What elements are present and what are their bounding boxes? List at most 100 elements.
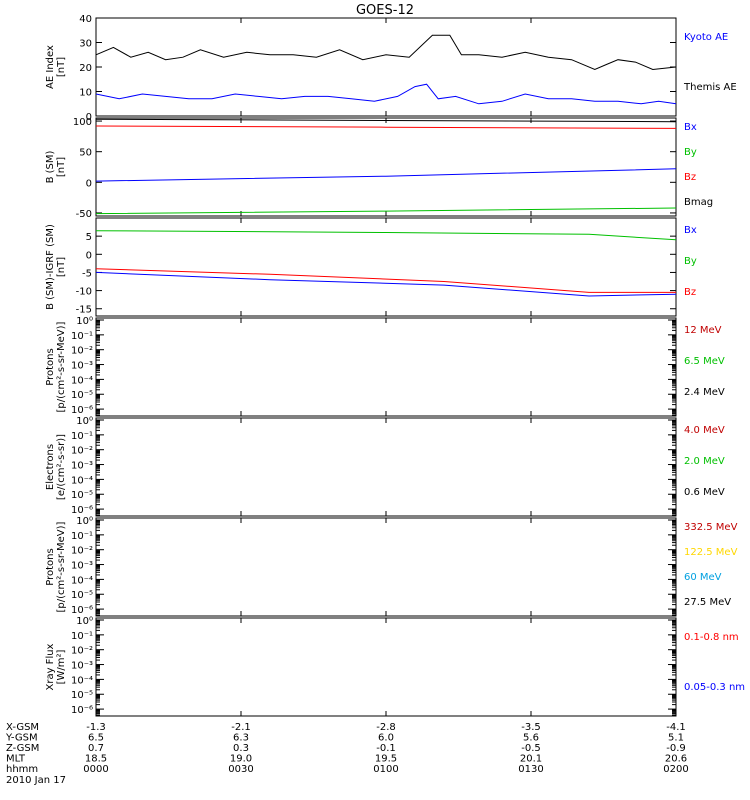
orbit-value: 5.1 [668, 733, 684, 744]
legend-entry: 12 MeV [684, 325, 722, 336]
y-axis-label-line: [e/(cm²-s-sr)] [56, 434, 67, 500]
legend-entry: 6.5 MeV [684, 356, 725, 367]
plot-title: GOES-12 [356, 3, 414, 18]
series-line-4 [95, 207, 677, 215]
legend-entry: 0.1-0.8 nm [684, 632, 739, 643]
y-tick-label: 0 [86, 178, 92, 189]
y-tick-label: 10⁻⁵ [71, 490, 93, 501]
y-axis-label-line: B (SM) [45, 150, 56, 183]
legend-entry: By [684, 147, 697, 158]
orbit-value: 0.7 [88, 743, 104, 754]
y-tick-label: 50 [79, 148, 92, 159]
y-tick-label: 10⁻⁶ [71, 605, 93, 616]
y-axis-label: Protons[p/(cm²-s-sr-MeV)] [45, 321, 67, 412]
y-tick-label: 10⁻² [71, 646, 93, 657]
y-axis-label-line: [nT] [56, 57, 67, 77]
orbit-value: 0200 [663, 764, 688, 775]
legend-entry: 0.05-0.3 nm [684, 682, 745, 693]
panel-2: B (SM)[nT] -50 0 50 100 Bx By Bz Bmag [45, 117, 713, 220]
series-line-3 [95, 271, 677, 297]
y-axis-label: Xray Flux[W/m²] [45, 643, 67, 690]
y-tick-label: 0 [86, 112, 92, 123]
y-tick-label: 10⁻¹ [71, 531, 93, 542]
y-tick-label: -5 [82, 268, 92, 279]
legend-entry: Kyoto AE [684, 32, 728, 43]
orbit-value: 6.3 [233, 733, 249, 744]
y-axis-label-line: B (SM)-IGRF (SM) [45, 224, 56, 310]
y-tick-label: 10⁻⁶ [71, 705, 93, 716]
y-tick-label: 20 [79, 63, 92, 74]
y-axis-label: Electrons[e/(cm²-s-sr)] [45, 434, 67, 500]
y-axis-label-line: Protons [45, 348, 56, 385]
y-tick-label: 10⁻² [71, 546, 93, 557]
y-axis-label-line: [nT] [56, 157, 67, 177]
orbit-value: 20.1 [520, 754, 542, 765]
series-line-2 [95, 268, 676, 293]
orbit-value: 19.5 [375, 754, 397, 765]
legend-entry: 4.0 MeV [684, 425, 725, 436]
y-tick-label: 10⁻³ [71, 661, 93, 672]
orbit-row-label: MLT [6, 754, 26, 765]
orbit-row-label: Z-GSM [6, 743, 39, 754]
orbit-row-label: X-GSM [6, 722, 39, 733]
legend-entry: 2.0 MeV [684, 456, 725, 467]
y-tick-label: 10⁻⁶ [71, 505, 93, 516]
orbit-value: -0.9 [666, 743, 686, 754]
legend-entry: By [684, 256, 697, 267]
orbit-date: 2010 Jan 17 [6, 775, 66, 786]
y-axis-label: B (SM)-IGRF (SM)[nT] [45, 224, 67, 310]
orbit-value: -2.8 [376, 722, 396, 733]
y-tick-label: 10⁰ [76, 616, 93, 627]
orbit-value: -0.1 [376, 743, 396, 754]
legend-entry: 0.6 MeV [684, 487, 725, 498]
orbit-value: 0.3 [233, 743, 249, 754]
orbit-row-label: Y-GSM [5, 733, 38, 744]
y-axis-label-line: AE Index [45, 45, 56, 89]
orbit-value: -1.3 [86, 722, 106, 733]
legend-entry: Bmag [684, 197, 713, 208]
orbit-value: -3.5 [521, 722, 541, 733]
panel-frame [95, 517, 677, 617]
y-tick-label: 10⁻¹ [71, 431, 93, 442]
y-tick-label: 5 [86, 232, 92, 243]
legend-entry: Bz [684, 172, 696, 183]
orbit-value: 20.6 [665, 754, 687, 765]
orbit-value: -2.1 [231, 722, 251, 733]
y-axis-label: Protons[p/(cm²-s-sr-MeV)] [45, 521, 67, 612]
panel-frame [95, 417, 677, 517]
panel-frame [95, 617, 677, 717]
y-tick-label: -10 [76, 287, 92, 298]
y-tick-label: 10⁻³ [71, 361, 93, 372]
y-tick-label: 10⁰ [76, 416, 93, 427]
orbit-value: 19.0 [230, 754, 252, 765]
panel-frame [95, 117, 677, 217]
y-axis-label: B (SM)[nT] [45, 150, 67, 183]
panel-4: Protons[p/(cm²-s-sr-MeV)] 10⁰ 10⁻¹ 10⁻² 10⁻³… [45, 316, 725, 417]
y-tick-label: 10⁻⁶ [71, 405, 93, 416]
y-tick-label: -15 [76, 305, 92, 316]
orbit-value: 0130 [518, 764, 543, 775]
y-tick-label: 10 [79, 88, 92, 99]
series-line-1 [95, 118, 677, 123]
legend-entry: 60 MeV [684, 572, 722, 583]
y-axis-label-line: Xray Flux [45, 643, 56, 690]
orbit-value: 18.5 [85, 754, 107, 765]
y-axis-label-line: [p/(cm²-s-sr-MeV)] [56, 521, 67, 612]
y-tick-label: 10⁻⁴ [71, 575, 93, 586]
orbit-value: 0100 [373, 764, 398, 775]
y-tick-label: 10⁻⁴ [71, 675, 93, 686]
legend-entry: 2.4 MeV [684, 387, 725, 398]
y-axis-label-line: Protons [45, 548, 56, 585]
y-tick-label: 10⁻¹ [71, 331, 93, 342]
orbit-value: -4.1 [666, 722, 686, 733]
panel-6: Protons[p/(cm²-s-sr-MeV)] 10⁰ 10⁻¹ 10⁻² 10⁻³… [45, 516, 738, 617]
series-line-2 [95, 83, 677, 105]
orbit-value: 0030 [228, 764, 253, 775]
y-tick-label: 10⁻⁵ [71, 390, 93, 401]
orbit-value: 6.5 [88, 733, 104, 744]
panel-3: B (SM)-IGRF (SM)[nT] -15 -10 -5 0 5 Bx By Bz [45, 217, 697, 317]
panel-1: AE Index[nT] 0 10 20 30 40 Kyoto AE Themis AE [45, 14, 737, 123]
series-line-1 [95, 34, 677, 71]
y-tick-label: 10⁻⁴ [71, 475, 93, 486]
